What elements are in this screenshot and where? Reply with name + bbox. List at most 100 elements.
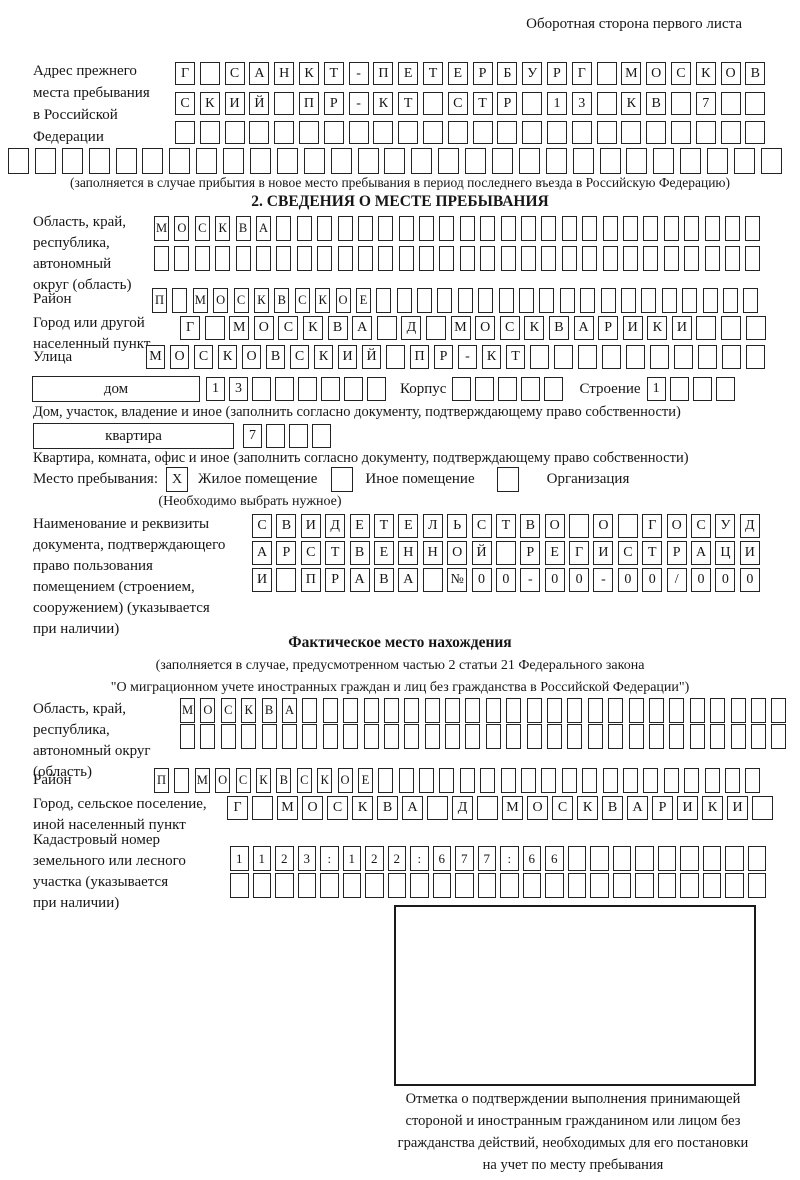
char-box xyxy=(386,345,405,369)
char-box xyxy=(680,873,699,898)
char-box: И xyxy=(338,345,357,369)
char-box xyxy=(621,121,642,144)
actual-location-subtitle-1: (заполняется в случае, предусмотренном ч… xyxy=(155,658,645,673)
korpus-row xyxy=(452,377,564,401)
char-box xyxy=(241,724,257,749)
char-box: М xyxy=(621,62,642,85)
char-box: М xyxy=(277,796,298,820)
actual-region-row-2 xyxy=(180,724,787,749)
char-box: П xyxy=(410,345,429,369)
char-box xyxy=(561,768,577,793)
char-box xyxy=(303,148,325,174)
char-box xyxy=(230,873,249,898)
char-box: А xyxy=(349,568,370,592)
char-box xyxy=(465,148,487,174)
char-box xyxy=(275,377,294,401)
char-box xyxy=(663,246,679,271)
char-box xyxy=(302,698,318,723)
actual-district-label: Район xyxy=(33,772,72,788)
char-box xyxy=(722,345,741,369)
char-box xyxy=(521,216,537,241)
char-box xyxy=(410,873,429,898)
char-box xyxy=(657,873,676,898)
char-box: Б xyxy=(497,62,518,85)
char-box: В xyxy=(548,316,569,340)
char-box xyxy=(357,246,373,271)
char-box: В xyxy=(274,288,290,313)
char-box xyxy=(480,216,496,241)
char-box xyxy=(384,148,406,174)
char-box xyxy=(322,698,338,723)
char-box xyxy=(743,288,759,313)
char-box: О xyxy=(200,698,216,723)
char-box xyxy=(554,345,573,369)
char-box xyxy=(196,148,218,174)
char-box xyxy=(720,92,741,115)
char-box xyxy=(650,345,669,369)
char-box xyxy=(622,216,638,241)
char-box: О xyxy=(646,62,667,85)
char-box: 6 xyxy=(545,846,564,871)
char-box xyxy=(602,768,618,793)
char-box xyxy=(571,121,592,144)
char-box: О xyxy=(213,288,229,313)
char-box: П xyxy=(373,62,394,85)
char-box: 2 xyxy=(365,846,384,871)
char-box xyxy=(580,288,596,313)
char-box xyxy=(608,724,624,749)
char-box: М xyxy=(229,316,250,340)
char-box xyxy=(455,873,474,898)
char-box: Р xyxy=(325,568,346,592)
char-box xyxy=(725,846,744,871)
char-box: 0 xyxy=(569,568,590,592)
char-box xyxy=(745,316,766,340)
char-box: Р xyxy=(472,62,493,85)
checkbox-residential: X xyxy=(166,467,188,492)
char-box xyxy=(298,121,319,144)
actual-location-title: Фактическое место нахождения xyxy=(288,634,512,651)
char-box: М xyxy=(146,345,165,369)
house-type-box: дом xyxy=(32,376,200,402)
cadastral-label: Кадастровый номер земельного или лесного… xyxy=(33,832,186,911)
char-box xyxy=(427,796,448,820)
char-box xyxy=(342,873,361,898)
char-box xyxy=(337,246,353,271)
char-box xyxy=(485,698,501,723)
char-box xyxy=(373,121,394,144)
char-box xyxy=(459,246,475,271)
char-box xyxy=(477,796,498,820)
char-box xyxy=(317,216,333,241)
char-box: О xyxy=(593,514,614,538)
option-residential-label: Жилое помещение xyxy=(198,471,318,487)
char-box xyxy=(387,873,406,898)
char-box xyxy=(602,246,618,271)
char-box xyxy=(376,316,397,340)
char-box xyxy=(582,768,598,793)
char-box: 0 xyxy=(739,568,760,592)
char-box xyxy=(422,121,443,144)
char-box xyxy=(480,768,496,793)
char-box xyxy=(252,796,273,820)
char-box xyxy=(569,514,590,538)
char-box xyxy=(663,216,679,241)
char-box xyxy=(704,216,720,241)
char-box: И xyxy=(727,796,748,820)
char-box: 7 xyxy=(695,92,716,115)
char-box xyxy=(692,377,712,401)
char-box xyxy=(34,148,56,174)
char-box: С xyxy=(194,345,213,369)
char-box xyxy=(200,724,216,749)
char-box xyxy=(657,846,676,871)
char-box xyxy=(261,724,277,749)
char-box xyxy=(702,873,721,898)
char-box: 0 xyxy=(617,568,638,592)
char-box xyxy=(8,148,29,174)
char-box xyxy=(398,246,414,271)
char-box: П xyxy=(300,568,321,592)
char-box: 7 xyxy=(477,846,496,871)
char-box xyxy=(320,873,339,898)
char-box xyxy=(224,121,245,144)
char-box xyxy=(204,316,225,340)
actual-city-label: Город, сельское поселение, иной населенн… xyxy=(33,796,207,833)
